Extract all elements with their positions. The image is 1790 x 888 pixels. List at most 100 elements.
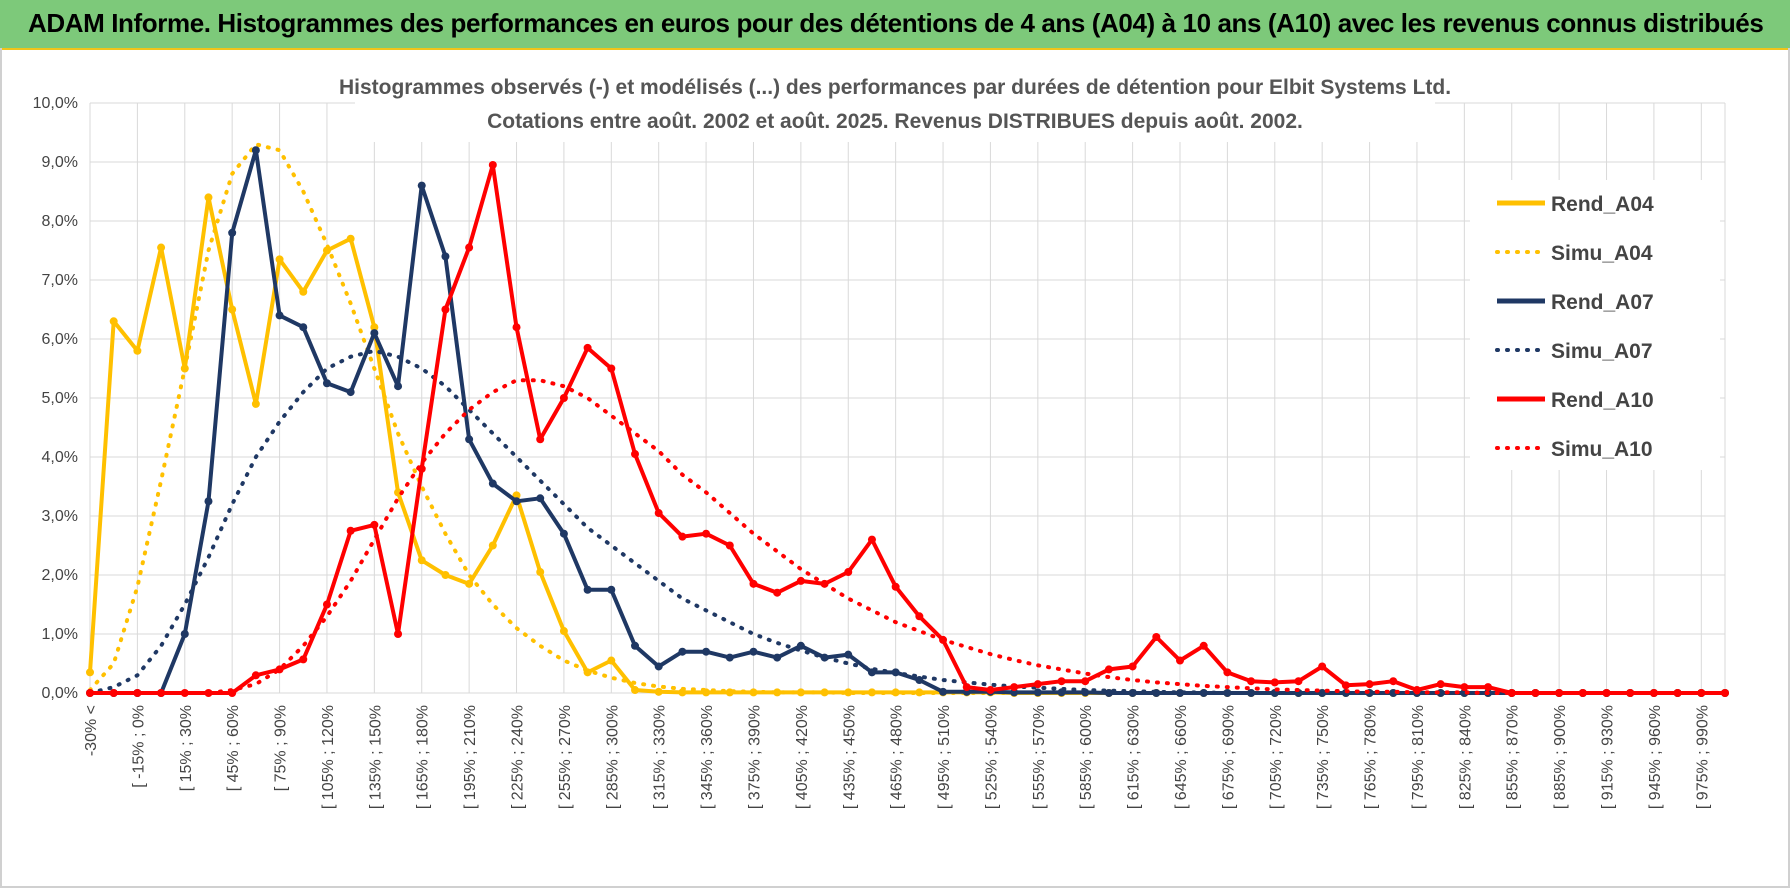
data-point-Rend_A07 — [1033, 688, 1042, 697]
x-tick-label: [ 405% ; 420% — [794, 705, 811, 809]
data-point-Rend_A07 — [441, 252, 450, 261]
legend-label-Simu_A04: Simu_A04 — [1551, 242, 1653, 265]
x-axis-ticks: -30% < [ -15% ; 0% [ 15% ; 30% [ 45% ; 60% [… — [83, 705, 1711, 809]
data-point-Rend_A10 — [559, 394, 568, 402]
data-point-Rend_A04 — [607, 656, 616, 665]
data-point-Rend_A07 — [465, 435, 474, 444]
data-point-Rend_A10 — [891, 582, 900, 591]
data-point-Rend_A10 — [1460, 683, 1469, 692]
data-point-Rend_A04 — [299, 287, 308, 296]
data-point-Rend_A10 — [1318, 662, 1327, 671]
data-point-Rend_A10 — [322, 600, 331, 609]
x-tick-label: [ 585% ; 600% — [1078, 705, 1095, 809]
x-tick-label: [ 165% ; 180% — [415, 705, 432, 809]
x-tick-label: [ 375% ; 390% — [746, 705, 763, 809]
data-point-Rend_A04 — [228, 305, 237, 314]
data-point-Rend_A10 — [1270, 678, 1279, 687]
data-point-Rend_A10 — [370, 520, 379, 529]
data-point-Rend_A10 — [1128, 662, 1137, 671]
data-point-Rend_A10 — [1057, 677, 1066, 686]
data-point-Rend_A10 — [1010, 683, 1019, 692]
x-tick-label: [ 75% ; 90% — [273, 705, 290, 791]
data-point-Rend_A07 — [1104, 689, 1113, 697]
data-point-Rend_A07 — [1247, 689, 1256, 697]
data-point-Rend_A07 — [299, 323, 308, 332]
x-tick-label: [ 885% ; 900% — [1552, 705, 1569, 809]
y-tick-label: 1,0% — [42, 626, 78, 643]
header-banner: ADAM Informe. Histogrammes des performan… — [0, 0, 1790, 50]
data-point-Rend_A07 — [749, 647, 758, 656]
x-tick-label: [ 825% ; 840% — [1457, 705, 1474, 809]
data-point-Rend_A04 — [86, 668, 94, 677]
data-point-Rend_A07 — [180, 630, 189, 638]
data-point-Rend_A10 — [986, 686, 995, 695]
y-tick-label: 6,0% — [42, 331, 78, 348]
data-point-Rend_A10 — [1247, 677, 1256, 686]
data-point-Rend_A10 — [1721, 689, 1729, 697]
data-point-Rend_A10 — [536, 435, 545, 444]
data-point-Rend_A10 — [678, 532, 687, 541]
data-point-Rend_A07 — [915, 676, 924, 685]
data-point-Rend_A04 — [844, 688, 853, 697]
legend: Rend_A04 Simu_A04 Rend_A07 Simu_A07 Rend_A10… — [1495, 193, 1654, 461]
x-tick-label: [ 975% ; 990% — [1694, 705, 1711, 809]
data-point-Rend_A10 — [346, 526, 355, 535]
data-point-Rend_A07 — [583, 585, 592, 594]
data-point-Rend_A04 — [109, 317, 118, 326]
data-point-Rend_A10 — [1507, 689, 1516, 697]
data-point-Rend_A07 — [939, 687, 948, 696]
x-tick-label: [ 495% ; 510% — [936, 705, 953, 809]
data-point-Rend_A07 — [394, 382, 403, 391]
x-tick-label: [ 855% ; 870% — [1505, 705, 1522, 809]
chart-title-background — [355, 70, 1435, 142]
data-point-Rend_A10 — [654, 509, 663, 518]
y-tick-label: 5,0% — [42, 390, 78, 407]
y-tick-label: 0,0% — [42, 685, 78, 702]
series-layer — [86, 142, 1729, 697]
data-point-Rend_A10 — [1365, 680, 1374, 689]
data-point-Rend_A10 — [1104, 665, 1113, 674]
x-tick-label: [ 15% ; 30% — [178, 705, 195, 791]
chart-frame — [0, 48, 1790, 888]
data-point-Rend_A07 — [725, 653, 734, 662]
data-point-Rend_A07 — [228, 228, 237, 237]
data-point-Rend_A10 — [749, 579, 758, 588]
data-point-Rend_A04 — [133, 346, 142, 355]
data-point-Rend_A10 — [1081, 677, 1090, 686]
data-point-Rend_A10 — [133, 689, 142, 697]
data-point-Rend_A10 — [109, 689, 118, 697]
data-point-Rend_A07 — [559, 529, 568, 538]
data-point-Rend_A07 — [773, 653, 782, 662]
data-point-Rend_A10 — [631, 450, 639, 459]
data-point-Rend_A04 — [465, 579, 474, 588]
y-tick-label: 10,0% — [33, 95, 78, 112]
data-point-Rend_A04 — [370, 323, 379, 332]
data-point-Rend_A07 — [275, 311, 284, 320]
data-point-Rend_A04 — [441, 571, 450, 579]
y-tick-label: 4,0% — [42, 449, 78, 466]
data-point-Rend_A07 — [678, 647, 687, 656]
data-point-Rend_A10 — [394, 630, 403, 638]
legend-label-Rend_A10: Rend_A10 — [1551, 389, 1654, 412]
x-tick-label: [ 255% ; 270% — [557, 705, 574, 809]
data-point-Rend_A10 — [441, 305, 450, 314]
x-tick-label: [ 105% ; 120% — [320, 705, 337, 809]
data-point-Rend_A07 — [702, 647, 711, 656]
chart-title-line2: Cotations entre août. 2002 et août. 2025… — [487, 110, 1303, 133]
x-tick-label: [ 135% ; 150% — [367, 705, 384, 809]
data-point-Rend_A10 — [465, 243, 474, 252]
data-point-Rend_A10 — [773, 588, 782, 597]
data-point-Rend_A10 — [1626, 689, 1635, 697]
data-point-Rend_A10 — [915, 612, 924, 621]
data-point-Rend_A07 — [370, 329, 379, 338]
data-point-Rend_A10 — [1223, 668, 1232, 677]
data-point-Rend_A10 — [1152, 632, 1161, 641]
data-point-Rend_A10 — [1294, 677, 1303, 686]
data-point-Rend_A04 — [536, 568, 545, 577]
data-point-Rend_A10 — [1697, 689, 1706, 697]
data-point-Rend_A10 — [1033, 680, 1042, 689]
data-point-Rend_A04 — [559, 627, 568, 636]
data-point-Rend_A07 — [631, 641, 639, 650]
data-point-Rend_A10 — [607, 364, 616, 373]
